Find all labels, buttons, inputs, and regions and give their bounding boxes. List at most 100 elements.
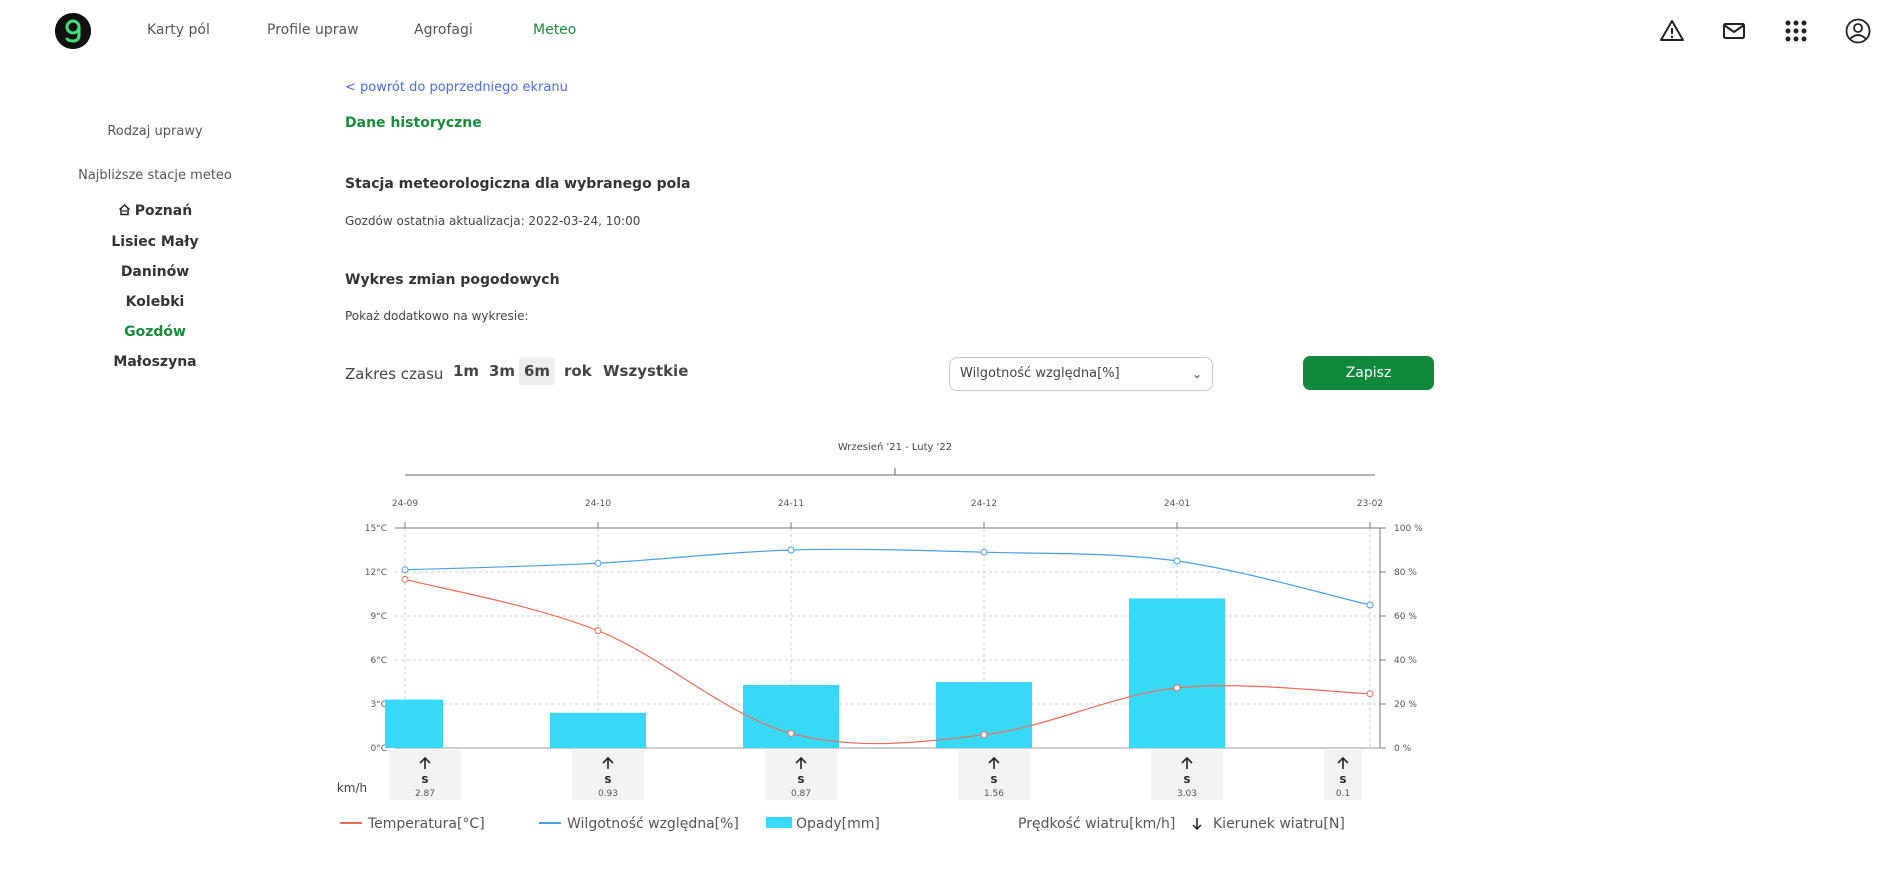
temperature-point [787,729,795,737]
wind-arrow-icon [1181,756,1193,769]
y-left-tick-label: 6°C [370,656,387,666]
wind-direction: S [1183,775,1190,786]
wind-direction: S [990,775,997,786]
range-6m-button[interactable]: 6m [519,357,556,385]
wind-speed: 2.87 [415,789,435,799]
legend-label[interactable]: Wilgotność względna[%] [567,816,739,832]
humidity-point [980,548,988,556]
wind-arrow-icon [419,756,431,769]
y-left-tick-label: 9°C [370,612,387,622]
wind-arrow-icon [602,756,614,769]
user-icon[interactable] [1845,18,1871,44]
chevron-down-icon: ⌄ [1191,367,1202,381]
select-value: Wilgotność względna[%] [960,366,1120,381]
temperature-point [1366,690,1374,698]
y-right-tick-label: 20 % [1394,700,1417,710]
home-icon [118,203,130,216]
station-label: Poznań [134,203,193,219]
wind-speed: 0.1 [1336,789,1350,799]
wind-direction-icon [1192,818,1202,831]
wind-arrow-icon [988,756,1000,769]
chart-heading: Wykres zmian pogodowych [345,272,560,288]
wind-unit-label: km/h [337,781,367,795]
y-left-tick-label: 12°C [365,568,387,578]
y-right-tick-label: 0 % [1394,744,1412,754]
station-daninow[interactable]: Daninów [120,264,190,280]
range-rok-button[interactable]: rok [564,362,592,380]
x-tick-label: 24-12 [971,499,997,509]
logo-icon [55,13,91,49]
wind-direction: S [1339,775,1346,786]
humidity-point [594,559,602,567]
temperature-point [594,627,602,635]
crop-type-label: Rodzaj uprawy [107,124,203,139]
wind-direction: S [421,775,428,786]
x-tick-label: 23-02 [1357,499,1383,509]
nav-item-agrofagi[interactable]: Agrofagi [414,22,473,38]
nav-item-profile-upraw[interactable]: Profile upraw [267,22,359,38]
station-heading: Stacja meteorologiczna dla wybranego pol… [345,176,691,192]
y-right-tick-label: 60 % [1394,612,1417,622]
wind-speed: 0.87 [791,789,811,799]
wind-direction: S [604,775,611,786]
temperature-point [980,731,988,739]
range-1m-button[interactable]: 1m [453,362,480,380]
section-title: Dane historyczne [345,115,482,131]
apps-grid-icon[interactable] [1783,18,1809,44]
legend-label[interactable]: Temperatura[°C] [367,816,485,832]
precip-bar [743,684,839,748]
humidity-point [787,546,795,554]
warning-icon[interactable] [1659,18,1685,44]
station-kolebki[interactable]: Kolebki [125,294,185,310]
range-3m-button[interactable]: 3m [489,362,516,380]
last-update-text: Gozdów ostatnia aktualizacja: 2022-03-24… [345,214,641,228]
save-button[interactable]: Zapisz [1303,356,1434,390]
precip-bar [385,699,443,748]
humidity-point [1366,601,1374,609]
legend-swatch [766,817,792,828]
humidity-line [404,548,1371,606]
humidity-point [1173,557,1181,565]
y-left-tick-label: 3°C [370,700,387,710]
wind-direction: S [797,775,804,786]
x-tick-label: 24-11 [778,499,804,509]
show-more-label: Pokaż dodatkowo na wykresie: [345,309,529,323]
wind-arrow-icon [795,756,807,769]
wind-arrow-icon [1337,756,1349,769]
y-left-tick-label: 0°C [370,744,387,754]
station-gozdow[interactable]: Gozdów [124,324,186,340]
precip-bar [1129,598,1225,748]
range-all-button[interactable]: Wszystkie [603,362,689,380]
y-right-tick-label: 80 % [1394,568,1417,578]
y-right-tick-label: 100 % [1394,524,1423,534]
extra-series-select[interactable]: Wilgotność względna[%] ⌄ [949,357,1213,391]
temperature-line [404,578,1371,745]
nav-item-karty-pol[interactable]: Karty pól [147,22,210,38]
wind-speed: 1.56 [984,789,1004,799]
station-poznan[interactable]: Poznań [60,203,250,219]
legend-label[interactable]: Kierunek wiatru[N] [1213,816,1345,832]
app-logo[interactable] [55,13,91,49]
nav-item-meteo[interactable]: Meteo [533,22,577,38]
station-maloszyna[interactable]: Małoszyna [113,354,197,370]
x-tick-label: 24-01 [1164,499,1190,509]
y-right-tick-label: 40 % [1394,656,1417,666]
wind-speed: 3.03 [1177,789,1197,799]
legend-label[interactable]: Opady[mm] [796,816,880,832]
x-tick-label: 24-10 [585,499,611,509]
temperature-point [1173,684,1181,692]
station-lisiec-maly[interactable]: Lisiec Mały [111,234,199,250]
humidity-point [401,566,409,574]
temperature-point [401,575,409,583]
mail-icon[interactable] [1721,18,1747,44]
x-tick-label: 24-09 [392,499,418,509]
weather-chart: Wrzesień '21 - Luty '22 24-09 24-10 24-11 24… [337,441,1423,832]
legend-label[interactable]: Prędkość wiatru[km/h] [1018,816,1175,832]
wind-speed: 0.93 [598,789,618,799]
back-link[interactable]: < powrót do poprzedniego ekranu [345,80,568,95]
precip-bar [550,712,646,748]
nearest-stations-label: Najbliższe stacje meteo [78,168,232,183]
range-label: Zakres czasu [345,365,444,383]
period-label: Wrzesień '21 - Luty '22 [838,441,952,453]
y-left-tick-label: 15°C [365,524,387,534]
